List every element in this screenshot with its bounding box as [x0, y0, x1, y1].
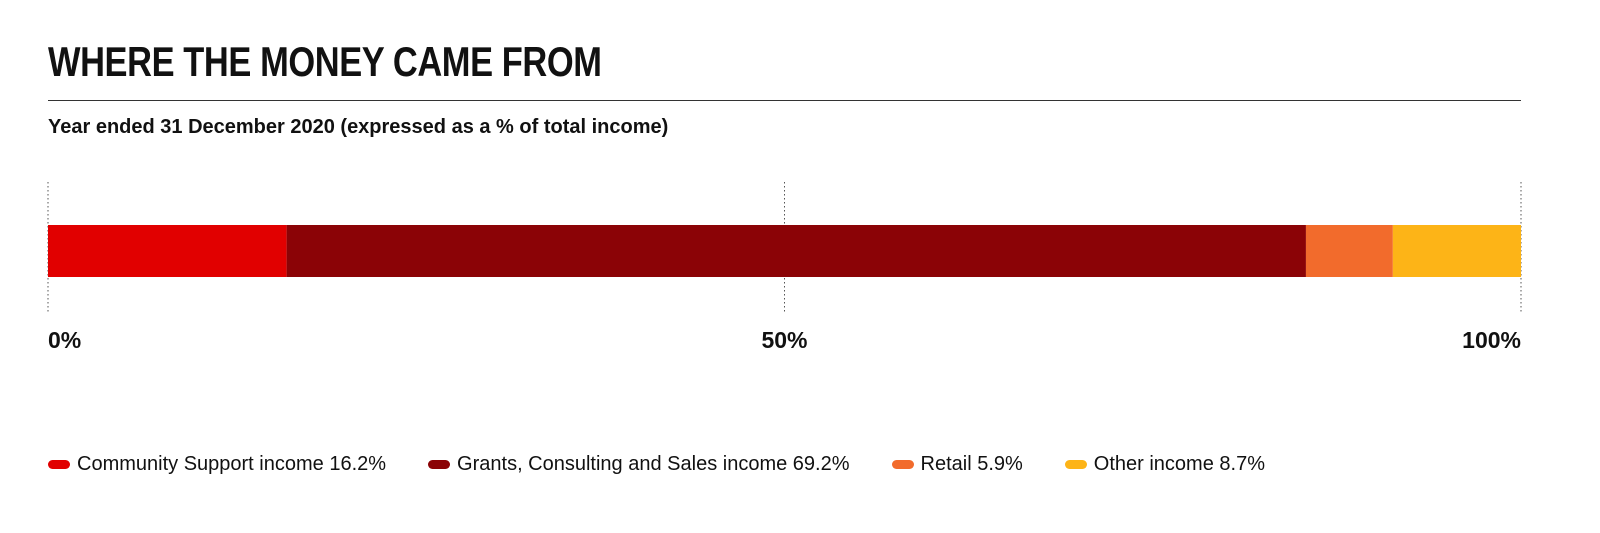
bar-segment-other-income — [1392, 225, 1521, 277]
tick-label-100: 100% — [1462, 327, 1521, 353]
tick-label-50: 50% — [761, 327, 807, 353]
legend-label: Retail 5.9% — [920, 453, 1023, 475]
chart-title: WHERE THE MONEY CAME FROM — [48, 38, 602, 85]
legend: Community Support income 16.2% Grants, C… — [48, 453, 1307, 476]
legend-label: Grants, Consulting and Sales income 69.2… — [457, 453, 850, 475]
legend-swatch — [48, 460, 70, 469]
legend-item-community-support: Community Support income 16.2% — [48, 453, 386, 476]
title-divider — [48, 100, 1521, 101]
legend-label: Community Support income 16.2% — [77, 453, 387, 475]
legend-item-other-income: Other income 8.7% — [1064, 453, 1265, 476]
bar-segment-community-support-income — [48, 225, 287, 277]
bar-segment-retail — [1305, 225, 1393, 277]
legend-item-grants-consulting-sales: Grants, Consulting and Sales income 69.2… — [428, 453, 850, 476]
legend-swatch — [428, 460, 451, 469]
legend-item-retail: Retail 5.9% — [891, 453, 1023, 476]
legend-swatch — [891, 460, 914, 469]
legend-swatch — [1064, 460, 1087, 469]
legend-label: Other income 8.7% — [1093, 453, 1265, 475]
chart-subtitle: Year ended 31 December 2020 (expressed a… — [48, 116, 669, 138]
tick-label-0: 0% — [48, 327, 81, 353]
bar-segment-grants-consulting-and-sales-income — [286, 225, 1306, 277]
